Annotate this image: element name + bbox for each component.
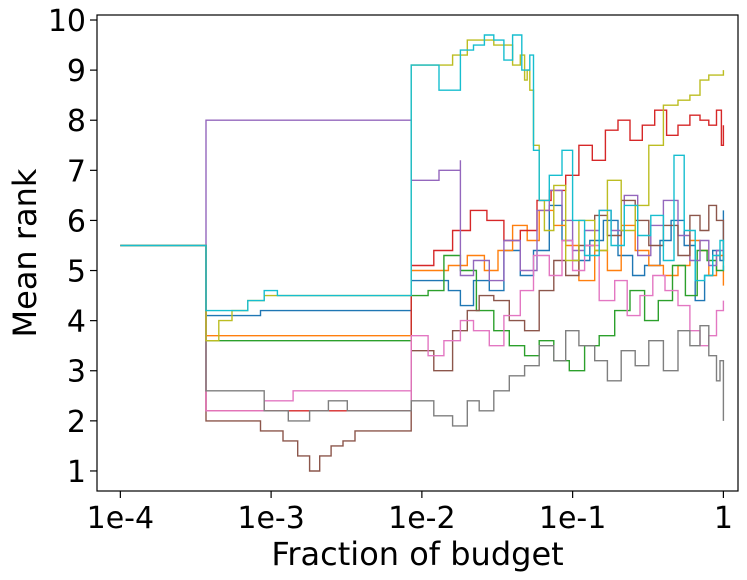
- series-line-series-1: [120, 204, 725, 317]
- y-tick-label: 4: [67, 305, 86, 340]
- axes-frame: [96, 14, 739, 492]
- y-tick-label: 5: [67, 255, 86, 290]
- series-line-series-6: [120, 199, 725, 472]
- series-line-series-7: [120, 239, 725, 412]
- series-group: [120, 34, 725, 472]
- series-line-series-8: [120, 244, 725, 427]
- x-tick-label: 1e-2: [388, 501, 455, 536]
- x-tick-label: 1e-4: [87, 501, 154, 536]
- y-tick-label: 3: [67, 355, 86, 390]
- x-tick-label: 1: [714, 501, 733, 536]
- series-line-series-10: [120, 34, 725, 312]
- y-tick-label: 2: [67, 405, 86, 440]
- y-axis-label: Mean rank: [6, 168, 44, 337]
- y-tick-label: 8: [67, 104, 86, 139]
- y-tick-label: 9: [67, 54, 86, 89]
- y-tick-label: 6: [67, 204, 86, 239]
- x-tick-label: 1e-1: [539, 501, 606, 536]
- series-line-series-3: [120, 244, 725, 372]
- x-axis-label: Fraction of budget: [271, 535, 563, 573]
- y-tick-label: 1: [67, 455, 86, 490]
- ticks-group: 1e-4 1e-3 1e-2 1e-1 1 1 2 3 4 5 6 7 8 9 10: [48, 4, 733, 536]
- y-tick-label: 7: [67, 154, 86, 189]
- x-tick-label: 1e-3: [237, 501, 304, 536]
- y-tick-label: 10: [48, 4, 86, 39]
- series-line-series-4: [120, 109, 725, 412]
